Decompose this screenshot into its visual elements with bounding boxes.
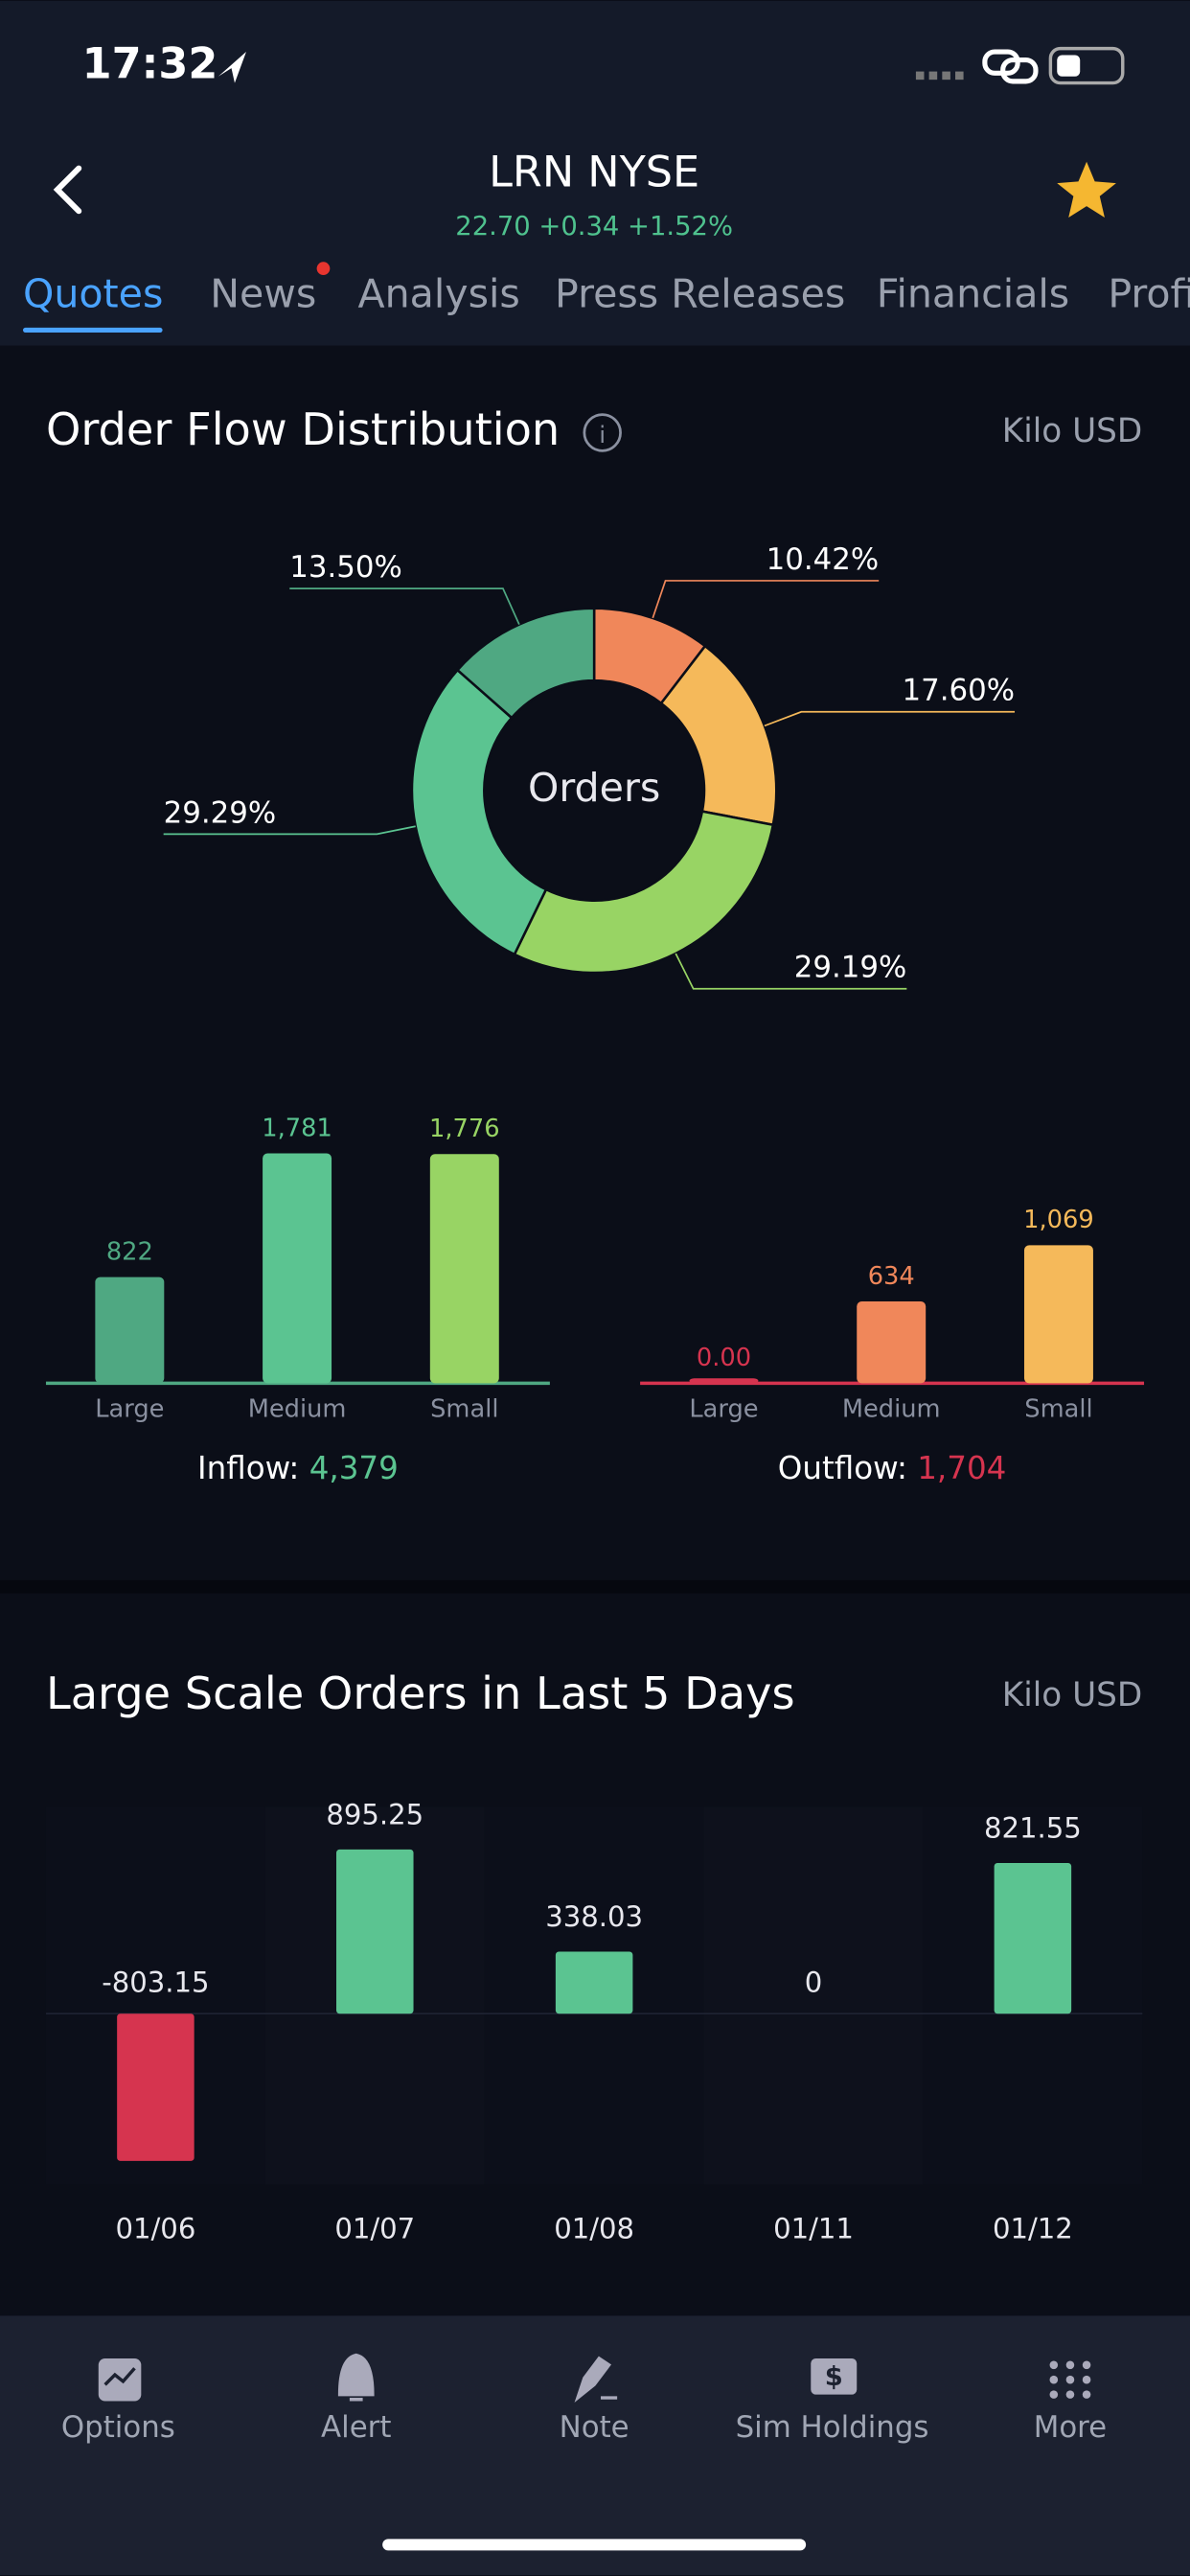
category-label: Large (689, 1394, 758, 1423)
donut-label: 10.42% (767, 542, 880, 577)
flow-total: Inflow: 4,379 (197, 1450, 399, 1486)
favorite-star[interactable] (1057, 161, 1116, 218)
tab[interactable]: Analysis (357, 270, 519, 316)
status-time: 17:32 (82, 38, 218, 88)
stock-title: LRN NYSE (489, 148, 699, 197)
nav-icons: $ (98, 2353, 1091, 2404)
bar (689, 1378, 759, 1384)
bar (555, 1951, 633, 2014)
category-label: Small (430, 1394, 498, 1423)
flow-caption: Inflow: (197, 1450, 299, 1486)
category-label: 01/06 (115, 2212, 195, 2244)
tab[interactable]: Press Releases (555, 270, 845, 316)
bar (857, 1300, 927, 1384)
bar (1023, 1245, 1093, 1384)
bar-value-label: 338.03 (545, 1900, 643, 1933)
category-label: 01/07 (334, 2212, 415, 2244)
category-label: 01/11 (773, 2212, 854, 2244)
donut-center-label: Orders (528, 765, 660, 811)
nav-labels: Options Alert Note Sim Holdings More (61, 2410, 1107, 2445)
unit-label: Kilo USD (1002, 1676, 1143, 1714)
home-indicator (382, 2539, 807, 2551)
bar-value-label: 0.00 (697, 1344, 751, 1372)
donut-segment (513, 810, 775, 975)
category-label: Medium (248, 1394, 347, 1423)
bottom-nav (0, 2315, 1190, 2576)
bar (117, 2013, 195, 2161)
unit-label: Kilo USD (1002, 412, 1143, 450)
stock-quote: 22.70 +0.34 +1.52% (455, 212, 733, 242)
donut-segment (410, 668, 548, 956)
category-label: 01/12 (993, 2212, 1073, 2244)
donut-label: 17.60% (902, 674, 1015, 708)
section-title: Large Scale Orders in Last 5 Days (46, 1668, 795, 1719)
tab[interactable]: Quotes (23, 270, 163, 316)
nav-label[interactable]: Alert (321, 2410, 391, 2445)
flow-total: Outflow: 1,704 (778, 1450, 1007, 1486)
signal-icon (915, 71, 964, 80)
donut-segment (455, 607, 596, 720)
bar (95, 1276, 165, 1384)
tab-bar: Quotes News Analysis Press Releases Financia… (23, 270, 1190, 316)
battery (1048, 46, 1125, 85)
bar-value-label: -803.15 (102, 1966, 209, 1998)
tab[interactable]: Profile (1108, 270, 1190, 316)
leader-line (764, 710, 1016, 727)
flow-total-value: 1,704 (917, 1450, 1006, 1486)
nav-label[interactable]: Note (560, 2410, 629, 2445)
donut-label: 29.29% (164, 795, 277, 830)
tab[interactable]: Financials (877, 270, 1069, 316)
active-tab-indicator (22, 327, 163, 333)
header-background (0, 0, 1190, 346)
info-icon-glyph: i (599, 422, 606, 448)
bar-value-label: 1,781 (262, 1114, 332, 1142)
bar-value-label: 822 (106, 1237, 153, 1266)
bar (429, 1154, 499, 1384)
bar (994, 1862, 1072, 2014)
bar-value-label: 634 (868, 1262, 915, 1291)
nav-label[interactable]: Options (61, 2410, 175, 2445)
flow-caption: Outflow: (778, 1450, 907, 1486)
section-title: Order Flow Distribution (46, 403, 560, 455)
svg-text:$: $ (825, 2362, 843, 2392)
donut-label: 29.19% (794, 951, 907, 985)
leader-line (289, 587, 520, 625)
bar (336, 1849, 414, 2014)
category-label: 01/08 (554, 2212, 634, 2244)
leader-line (675, 953, 907, 990)
nav-label[interactable]: Sim Holdings (736, 2410, 929, 2445)
bar-value-label: 0 (805, 1966, 823, 1998)
column-background (703, 1806, 924, 2185)
separator (0, 1579, 1190, 1594)
leader-line (652, 580, 880, 619)
flow-total-value: 4,379 (309, 1450, 399, 1486)
category-label: Small (1024, 1394, 1092, 1423)
category-label: Medium (842, 1394, 941, 1423)
donut-label: 13.50% (289, 550, 402, 585)
info-icon[interactable] (583, 413, 622, 452)
battery-level (1057, 55, 1081, 77)
bar-value-label: 821.55 (984, 1812, 1082, 1845)
link-icon (982, 49, 1039, 84)
bar-value-label: 1,069 (1023, 1206, 1094, 1234)
leader-line (163, 825, 416, 836)
tab[interactable]: News (210, 270, 316, 316)
bar (263, 1153, 332, 1384)
category-label: Large (95, 1394, 164, 1423)
bar-value-label: 895.25 (326, 1799, 423, 1831)
news-badge (316, 262, 331, 276)
back-button[interactable] (53, 165, 82, 215)
bar-value-label: 1,776 (429, 1115, 500, 1143)
nav-label[interactable]: More (1034, 2410, 1107, 2445)
location-icon (217, 52, 246, 83)
